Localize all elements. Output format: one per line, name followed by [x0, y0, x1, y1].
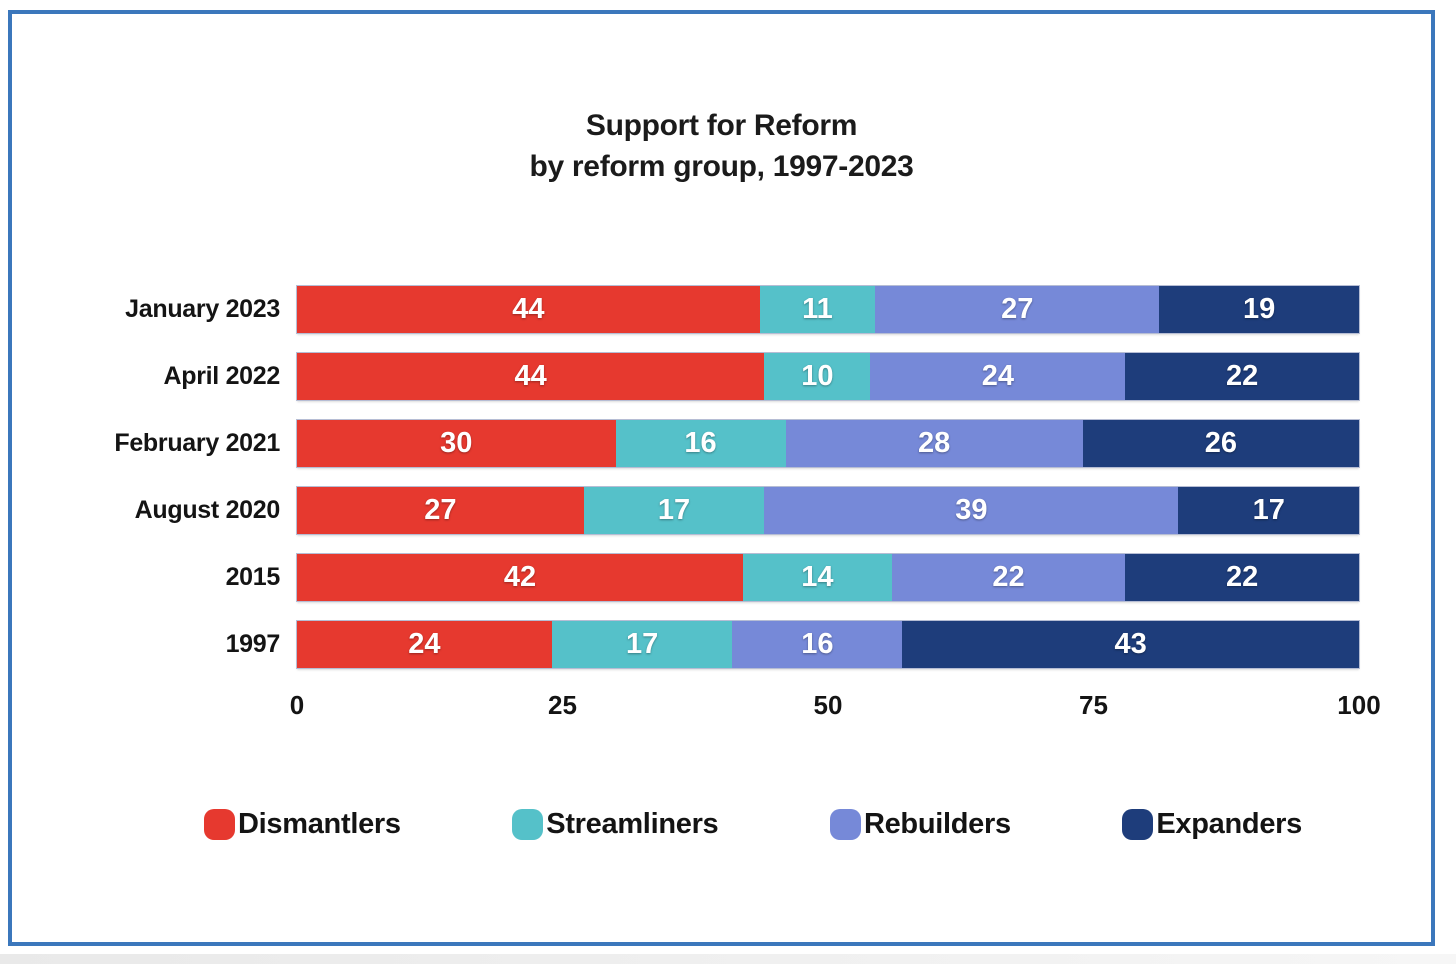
bar-segment-rebuilders: 24: [870, 353, 1126, 400]
x-axis: 0 25 50 75 100: [290, 690, 1381, 720]
segment-value-label: 44: [512, 293, 545, 325]
legend-swatch-icon: [512, 809, 544, 840]
segment-value-label: 43: [1114, 628, 1147, 660]
category-label: January 2023: [125, 295, 280, 323]
bar-track: 24 17 16 43: [296, 620, 1360, 669]
bar-segment-expanders: 19: [1159, 286, 1359, 333]
segment-value-label: 11: [802, 293, 833, 325]
legend-label: Expanders: [1156, 808, 1302, 840]
bar-segment-dismantlers: 44: [297, 353, 765, 400]
bar-segment-dismantlers: 42: [297, 554, 744, 601]
segment-value-label: 10: [801, 360, 834, 392]
segment-value-label: 28: [918, 427, 951, 459]
segment-value-label: 24: [408, 628, 441, 660]
bar-segment-expanders: 22: [1125, 353, 1359, 400]
x-axis-tick: 100: [1337, 690, 1381, 720]
segment-value-label: 17: [657, 494, 691, 526]
bar-segment-streamliners: 11: [759, 286, 876, 333]
bar-row: February 2021 30 16 28 26: [12, 419, 1431, 468]
bar-segment-rebuilders: 39: [764, 487, 1179, 534]
bar-row: 1997 24 17 16 43: [12, 620, 1431, 669]
segment-value-label: 19: [1242, 293, 1276, 325]
segment-value-label: 44: [514, 360, 547, 392]
x-axis-tick: 25: [548, 690, 577, 720]
segment-value-label: 16: [801, 628, 834, 660]
legend-item-dismantlers: Dismantlers: [204, 808, 401, 841]
x-axis-tick: 0: [289, 690, 305, 720]
category-label: August 2020: [134, 496, 281, 524]
legend-swatch-icon: [829, 809, 861, 840]
bar-segment-streamliners: 14: [743, 554, 892, 601]
segment-value-label: 42: [503, 561, 537, 593]
bar-row: August 2020 27 17 39 17: [12, 486, 1431, 535]
legend: Dismantlers Streamliners Rebuilders Expande…: [204, 808, 1302, 841]
legend-swatch-icon: [1122, 809, 1154, 840]
category-label: February 2021: [114, 429, 280, 457]
legend-item-expanders: Expanders: [1122, 808, 1302, 841]
bar-segment-rebuilders: 28: [785, 420, 1083, 467]
bar-segment-expanders: 43: [902, 621, 1359, 668]
x-axis-tick: 50: [813, 690, 843, 720]
segment-value-label: 30: [440, 427, 473, 459]
bar-track: 44 10 24 22: [296, 352, 1360, 401]
bar-track: 30 16 28 26: [296, 419, 1360, 468]
segment-value-label: 39: [955, 494, 988, 526]
bar-row: April 2022 44 10 24 22: [12, 352, 1431, 401]
page-bottom-strip: [0, 954, 1456, 964]
bar-segment-rebuilders: 27: [875, 286, 1160, 333]
bar-segment-rebuilders: 22: [891, 554, 1126, 601]
bar-segment-dismantlers: 30: [297, 420, 616, 467]
segment-value-label: 27: [424, 494, 457, 526]
segment-value-label: 24: [981, 360, 1015, 392]
bar-segment-streamliners: 10: [764, 353, 871, 400]
legend-label: Streamliners: [546, 808, 719, 840]
category-label: April 2022: [163, 362, 280, 390]
legend-item-rebuilders: Rebuilders: [829, 808, 1011, 841]
bar-segment-streamliners: 17: [583, 487, 765, 534]
bar-segment-dismantlers: 27: [297, 487, 584, 534]
segment-value-label: 16: [684, 427, 717, 459]
chart-frame: Support for Reform by reform group, 1997…: [8, 10, 1435, 946]
segment-value-label: 14: [801, 561, 834, 593]
bar-track: 42 14 22 22: [296, 553, 1360, 602]
x-axis-tick: 75: [1079, 690, 1108, 720]
bar-segment-rebuilders: 16: [732, 621, 903, 668]
legend-label: Dismantlers: [238, 808, 401, 840]
legend-item-streamliners: Streamliners: [512, 808, 719, 841]
segment-value-label: 22: [1226, 360, 1259, 392]
segment-value-label: 17: [626, 628, 659, 660]
bar-segment-expanders: 22: [1125, 554, 1359, 601]
segment-value-label: 27: [1001, 293, 1034, 325]
bar-track: 27 17 39 17: [296, 486, 1360, 535]
category-label: 1997: [225, 630, 281, 658]
bar-row: 2015 42 14 22 22: [12, 553, 1431, 602]
bar-segment-expanders: 17: [1178, 487, 1359, 534]
bar-track: 44 11 27 19: [296, 285, 1360, 334]
segment-value-label: 17: [1252, 494, 1285, 526]
segment-value-label: 22: [992, 561, 1025, 593]
bar-segment-dismantlers: 44: [297, 286, 760, 333]
segment-value-label: 26: [1204, 427, 1238, 459]
chart-title: Support for Reform by reform group, 1997…: [12, 105, 1431, 187]
bar-segment-expanders: 26: [1082, 420, 1359, 467]
bar-segment-dismantlers: 24: [297, 621, 552, 668]
segment-value-label: 22: [1226, 561, 1259, 593]
bar-row: January 2023 44 11 27 19: [12, 285, 1431, 334]
chart-title-line1: Support for Reform: [585, 109, 858, 142]
bar-segment-streamliners: 17: [551, 621, 733, 668]
chart-title-line2: by reform group, 1997-2023: [529, 150, 914, 183]
legend-swatch-icon: [204, 809, 235, 840]
legend-label: Rebuilders: [863, 808, 1011, 840]
bar-segment-streamliners: 16: [615, 420, 786, 467]
category-label: 2015: [225, 563, 281, 591]
stacked-bar-plot: January 2023 44 11 27 19 April 2022 44 10 24 22 Fe…: [12, 285, 1431, 688]
